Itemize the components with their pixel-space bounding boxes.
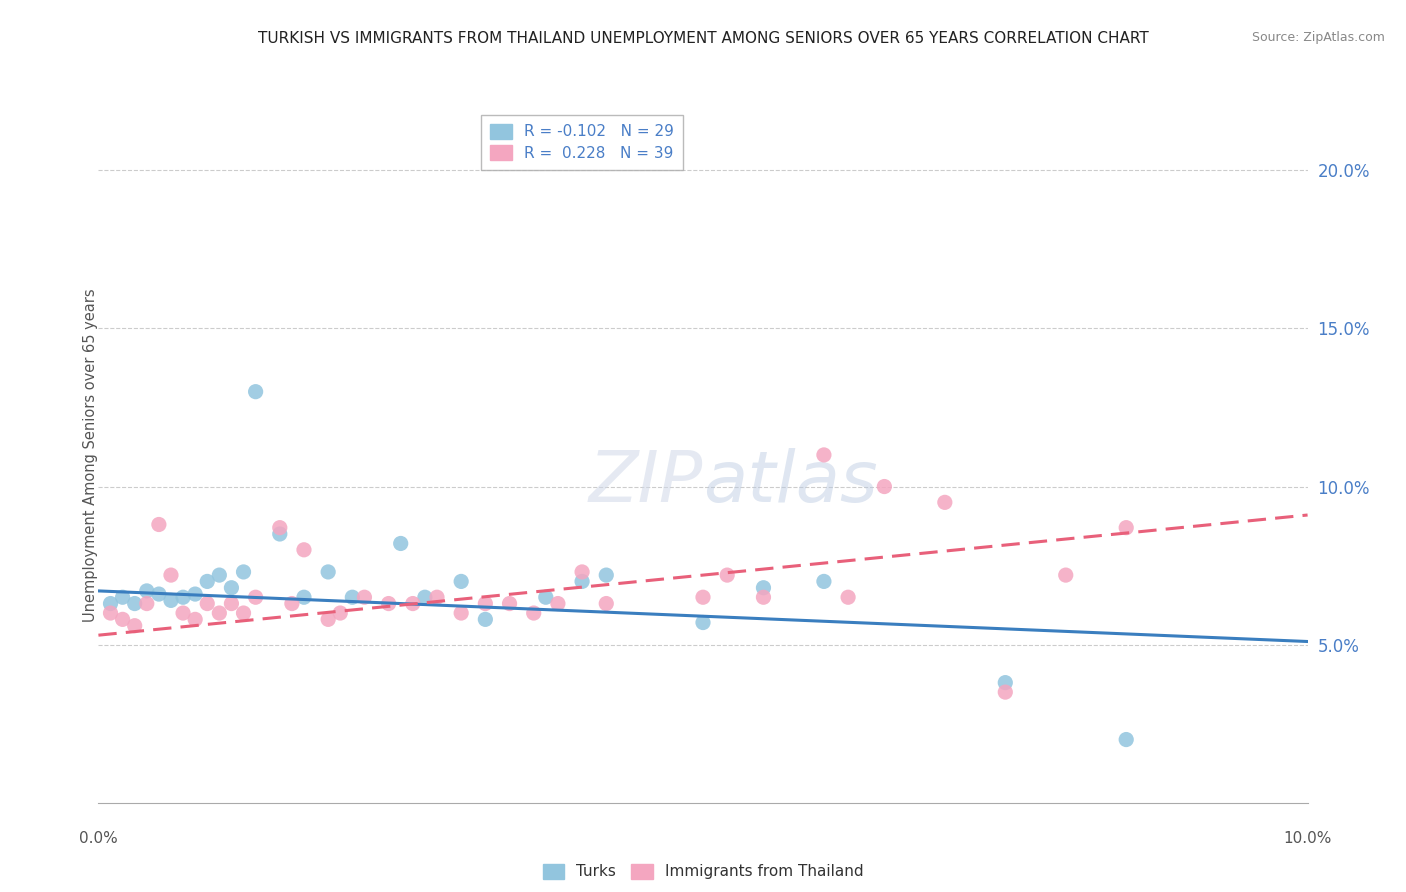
Text: Source: ZipAtlas.com: Source: ZipAtlas.com	[1251, 31, 1385, 45]
Point	[934, 495, 956, 509]
Point	[281, 597, 304, 611]
Point	[402, 597, 425, 611]
Point	[221, 597, 243, 611]
Point	[692, 591, 714, 605]
Point	[426, 591, 449, 605]
Point	[523, 606, 546, 620]
Point	[111, 591, 134, 605]
Point	[571, 565, 593, 579]
Point	[450, 606, 472, 620]
Point	[342, 591, 364, 605]
Point	[474, 612, 496, 626]
Point	[172, 591, 194, 605]
Point	[692, 615, 714, 630]
Point	[837, 591, 859, 605]
Point	[245, 384, 267, 399]
Text: 10.0%: 10.0%	[1284, 831, 1331, 846]
Point	[208, 606, 231, 620]
Text: atlas: atlas	[703, 449, 877, 517]
Point	[534, 591, 557, 605]
Point	[595, 597, 617, 611]
Point	[292, 542, 315, 557]
Point	[269, 527, 291, 541]
Point	[316, 565, 339, 579]
Point	[135, 583, 157, 598]
Point	[195, 574, 218, 589]
Point	[716, 568, 738, 582]
Point	[124, 597, 146, 611]
Text: TURKISH VS IMMIGRANTS FROM THAILAND UNEMPLOYMENT AMONG SENIORS OVER 65 YEARS COR: TURKISH VS IMMIGRANTS FROM THAILAND UNEM…	[257, 31, 1149, 46]
Point	[184, 587, 207, 601]
Point	[873, 479, 896, 493]
Point	[389, 536, 412, 550]
Point	[1115, 521, 1137, 535]
Text: ZIP: ZIP	[589, 449, 703, 517]
Point	[595, 568, 617, 582]
Point	[195, 597, 218, 611]
Point	[124, 618, 146, 632]
Point	[232, 565, 254, 579]
Point	[413, 591, 436, 605]
Point	[208, 568, 231, 582]
Point	[498, 597, 520, 611]
Point	[1115, 732, 1137, 747]
Point	[245, 591, 267, 605]
Point	[221, 581, 243, 595]
Point	[184, 612, 207, 626]
Point	[571, 574, 593, 589]
Point	[316, 612, 339, 626]
Point	[111, 612, 134, 626]
Point	[450, 574, 472, 589]
Point	[160, 593, 183, 607]
Point	[232, 606, 254, 620]
Point	[160, 568, 183, 582]
Point	[148, 587, 170, 601]
Point	[292, 591, 315, 605]
Point	[752, 581, 775, 595]
Legend: Turks, Immigrants from Thailand: Turks, Immigrants from Thailand	[536, 858, 870, 886]
Point	[172, 606, 194, 620]
Point	[100, 606, 122, 620]
Point	[994, 685, 1017, 699]
Point	[474, 597, 496, 611]
Text: 0.0%: 0.0%	[79, 831, 118, 846]
Point	[135, 597, 157, 611]
Point	[813, 574, 835, 589]
Point	[269, 521, 291, 535]
Y-axis label: Unemployment Among Seniors over 65 years: Unemployment Among Seniors over 65 years	[83, 288, 97, 622]
Point	[353, 591, 375, 605]
Point	[329, 606, 352, 620]
Point	[1054, 568, 1077, 582]
Point	[100, 597, 122, 611]
Point	[752, 591, 775, 605]
Point	[547, 597, 569, 611]
Point	[377, 597, 399, 611]
Point	[994, 675, 1017, 690]
Point	[813, 448, 835, 462]
Point	[148, 517, 170, 532]
